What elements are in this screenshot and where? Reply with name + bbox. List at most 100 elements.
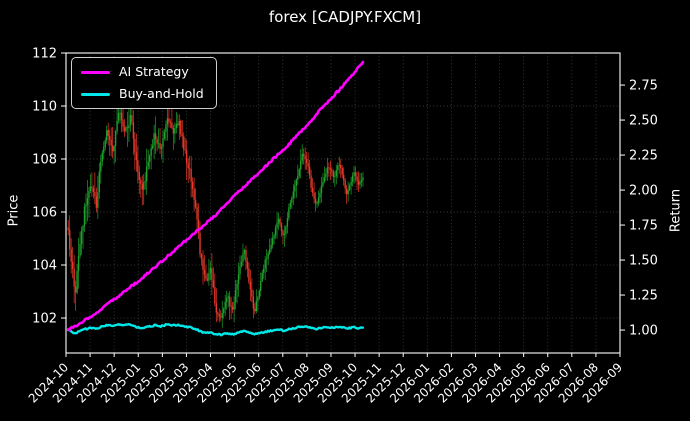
candle-body xyxy=(310,175,312,188)
candle-body xyxy=(337,165,339,171)
candle-body xyxy=(217,312,219,315)
candle-body xyxy=(307,163,309,167)
candle-body xyxy=(157,143,160,145)
candle-body xyxy=(311,187,314,193)
candle-body xyxy=(267,253,269,259)
candle-body xyxy=(279,218,281,225)
candle-body xyxy=(88,190,90,199)
candle-body xyxy=(76,270,78,293)
candle-body xyxy=(169,121,172,123)
candle-body xyxy=(300,160,302,170)
chart-title: forex [CADJPY.FXCM] xyxy=(268,8,422,26)
candle-body xyxy=(280,224,283,231)
candle-body xyxy=(297,175,299,180)
candle-body xyxy=(188,168,191,170)
x-axis: 2024-102024-112024-122025-012025-022025-… xyxy=(26,353,625,406)
candle-body xyxy=(190,168,192,182)
candle-body xyxy=(137,160,139,172)
candle-body xyxy=(119,112,121,114)
candle-body xyxy=(193,188,195,200)
candle-body xyxy=(131,115,133,123)
legend: AI Strategy Buy-and-Hold xyxy=(71,57,217,109)
candle-body xyxy=(249,281,252,290)
candle-body xyxy=(282,230,284,236)
candle-body xyxy=(322,182,324,186)
candle-body xyxy=(263,268,265,273)
candle-body xyxy=(350,181,352,186)
candle-body xyxy=(246,261,249,269)
candle-body xyxy=(80,231,83,245)
candle-body xyxy=(319,193,321,198)
candle-body xyxy=(305,158,308,164)
price-tick-label: 112 xyxy=(32,47,57,62)
candle-body xyxy=(132,122,135,139)
candle-body xyxy=(101,152,103,162)
buy-and-hold-line-swatch xyxy=(81,92,110,96)
candle-body xyxy=(67,227,69,230)
candle-body xyxy=(274,227,277,236)
candle-body xyxy=(135,152,138,161)
axes-border xyxy=(65,52,621,354)
candle-body xyxy=(285,226,287,234)
candle-body xyxy=(111,145,114,152)
candle-body xyxy=(344,179,346,189)
candle-body xyxy=(286,218,289,227)
candle-body xyxy=(116,120,118,132)
candle-body xyxy=(180,120,182,135)
candle-body xyxy=(209,268,212,274)
candlestick-series xyxy=(67,93,364,328)
candle-body xyxy=(239,266,241,275)
return-tick-label: 1.25 xyxy=(629,289,658,304)
candle-body xyxy=(94,191,96,197)
candle-body xyxy=(214,287,216,304)
candle-body xyxy=(212,280,215,288)
candle-body xyxy=(175,123,178,129)
candle-body xyxy=(128,125,130,129)
candle-body xyxy=(331,169,333,172)
candle-body xyxy=(288,207,290,219)
candle-body xyxy=(147,161,149,167)
buy-and-hold-line xyxy=(66,323,365,337)
candle-body xyxy=(234,289,237,302)
candle-body xyxy=(143,182,145,190)
candle-body xyxy=(123,126,126,132)
candle-body xyxy=(252,296,255,309)
candle-body xyxy=(122,120,124,127)
candle-body xyxy=(159,143,161,149)
candle-body xyxy=(114,131,117,147)
candle-body xyxy=(335,170,337,177)
candle-body xyxy=(74,286,77,293)
candle-body xyxy=(233,301,235,310)
candle-body xyxy=(261,272,263,281)
candle-body xyxy=(208,273,210,281)
candle-body xyxy=(125,127,127,132)
price-tick-label: 104 xyxy=(32,259,57,274)
price-tick-label: 106 xyxy=(32,206,57,221)
candle-body xyxy=(270,244,272,250)
candle-body xyxy=(215,303,218,313)
candle-body xyxy=(268,249,271,254)
candle-body xyxy=(104,140,106,147)
candle-body xyxy=(92,188,95,192)
candle-body xyxy=(223,308,225,314)
candle-body xyxy=(338,164,340,166)
candle-body xyxy=(323,177,326,183)
candle-body xyxy=(332,171,335,177)
candle-body xyxy=(314,198,317,204)
candle-body xyxy=(257,298,259,301)
candle-body xyxy=(100,161,102,172)
candle-body xyxy=(254,308,256,312)
candle-body xyxy=(342,174,345,180)
candle-body xyxy=(73,268,75,287)
candle-body xyxy=(326,167,329,174)
candle-body xyxy=(230,305,232,307)
candle-body xyxy=(283,233,286,236)
candle-body xyxy=(71,261,74,269)
candle-body xyxy=(211,268,213,281)
candle-body xyxy=(86,198,89,206)
candle-body xyxy=(348,185,351,190)
candle-body xyxy=(354,172,357,177)
candle-body xyxy=(134,138,136,153)
candle-body xyxy=(295,179,297,186)
